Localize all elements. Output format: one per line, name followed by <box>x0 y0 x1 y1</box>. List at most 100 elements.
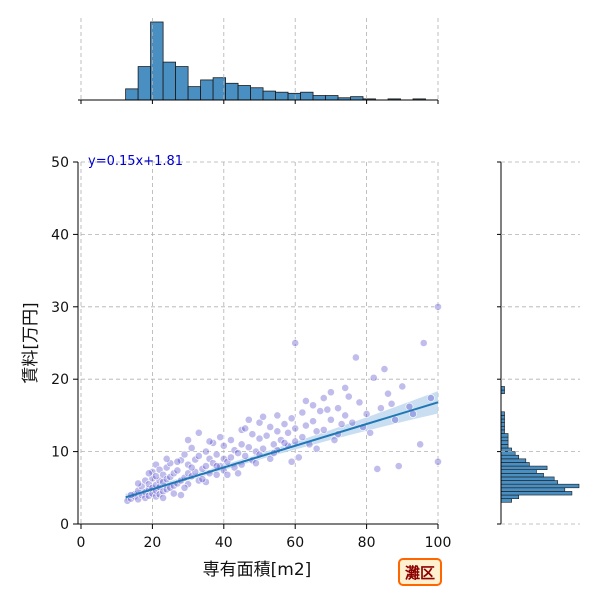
scatter-point <box>284 428 292 437</box>
scatter-point <box>298 433 307 442</box>
top-hist-bar <box>162 61 177 101</box>
x-tick-label: 60 <box>286 535 304 551</box>
scatter-point <box>205 437 214 446</box>
right-marginal-histogram <box>497 161 580 525</box>
scatter-point <box>416 440 425 449</box>
y-tick-label: 50 <box>51 155 69 171</box>
x-tick-label: 20 <box>143 535 161 551</box>
right-hist-bar <box>500 462 530 467</box>
top-hist-bar <box>325 95 339 101</box>
x-tick-label: 100 <box>425 535 452 551</box>
scatter-point <box>298 408 307 417</box>
scatter-point <box>177 491 185 499</box>
scatter-point <box>259 412 267 421</box>
right-hist-bar <box>500 451 516 456</box>
scatter-point <box>266 454 275 463</box>
scatter-point <box>434 302 442 311</box>
scatter-point <box>426 394 435 402</box>
scatter-point <box>269 440 278 449</box>
scatter-point <box>255 418 264 427</box>
scatter-point <box>248 430 257 439</box>
right-hist-bar <box>500 425 505 431</box>
scatter-point <box>387 399 396 408</box>
scatter-point <box>212 470 221 479</box>
scatter-point <box>187 444 196 452</box>
right-hist-bar <box>500 433 509 438</box>
scatter-point <box>237 440 246 449</box>
main-axes: 0 20 40 60 80 100 0 10 20 30 40 50 <box>51 155 451 551</box>
right-hist-bar <box>500 480 559 485</box>
scatter-point <box>312 427 321 436</box>
right-hist-bar <box>500 487 566 492</box>
scatter-point <box>384 389 392 398</box>
scatter-point <box>394 462 403 470</box>
scatter-point <box>330 436 339 444</box>
scatter-point <box>198 475 207 484</box>
right-hist-bar <box>500 429 505 434</box>
scatter-point <box>376 404 385 413</box>
top-hist-bar <box>175 66 189 101</box>
scatter-point <box>398 382 407 391</box>
right-hist-bar <box>500 469 537 474</box>
scatter-point <box>202 462 210 470</box>
regression-equation: y=0.15x+1.81 <box>88 154 183 169</box>
top-hist-bar <box>262 90 276 101</box>
right-hist-bar <box>500 458 527 463</box>
scatter-point <box>266 423 275 431</box>
scatter-point <box>227 453 235 462</box>
right-hist-bar <box>500 386 505 391</box>
scatter-point <box>273 411 282 420</box>
y-tick-label: 20 <box>51 372 69 388</box>
right-hist-bar <box>500 440 509 445</box>
right-hist-bar <box>500 422 505 427</box>
scatter-point <box>380 365 389 373</box>
scatter-point <box>362 410 371 418</box>
right-hist-bar <box>500 411 505 416</box>
scatter-point <box>194 452 203 460</box>
scatter-point <box>187 463 196 472</box>
scatter-point <box>434 457 442 466</box>
top-hist-bar <box>237 85 251 101</box>
right-hist-bar <box>500 465 548 470</box>
scatter-point <box>262 431 271 440</box>
district-badge-label: 灘区 <box>405 564 435 582</box>
scatter-point <box>334 404 342 413</box>
right-hist-bar <box>500 418 505 423</box>
right-hist-bar <box>500 473 544 478</box>
scatter-point <box>216 433 225 442</box>
scatter-point <box>341 383 350 392</box>
regression-line <box>125 401 439 499</box>
scatter-point <box>159 494 168 502</box>
scatter-point <box>323 405 332 414</box>
scatter-point <box>312 444 321 453</box>
x-tick-label: 40 <box>215 535 233 551</box>
x-tick-label: 0 <box>77 535 86 551</box>
scatter-point <box>212 450 221 459</box>
scatter-point <box>194 428 203 437</box>
scatter-point <box>302 421 310 430</box>
scatter-point <box>351 353 360 362</box>
scatter-point <box>319 425 328 434</box>
scatter-point <box>373 465 382 473</box>
top-hist-bar <box>287 92 301 101</box>
scatter-point <box>309 417 317 426</box>
right-hist-bar <box>500 415 505 420</box>
x-tick-label: 80 <box>358 535 376 551</box>
scatter-point <box>291 424 300 433</box>
scatter-point <box>355 398 364 407</box>
scatter-point <box>180 483 189 492</box>
top-hist-bar <box>125 88 139 101</box>
scatter-point <box>291 339 300 347</box>
scatter-point <box>202 447 210 456</box>
scatter-point <box>341 411 350 420</box>
scatter-point <box>180 450 189 459</box>
scatter-point <box>326 415 335 424</box>
scatter-point <box>319 394 328 402</box>
x-axis-label: 専有面積[m2] <box>203 560 312 580</box>
y-tick-label: 10 <box>51 445 69 461</box>
top-hist-bar <box>275 91 289 101</box>
right-hist-bar <box>500 494 520 499</box>
right-hist-bar <box>500 483 580 489</box>
scatter-point <box>316 407 325 415</box>
